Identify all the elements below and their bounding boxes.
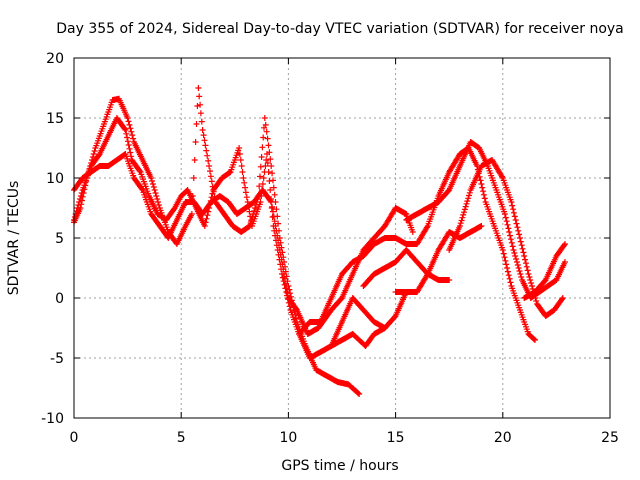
series-markers — [446, 157, 566, 319]
x-tick-label: 10 — [279, 430, 297, 446]
series-track-10 — [328, 289, 420, 349]
y-tick-label: 10 — [46, 171, 64, 187]
x-axis-label: GPS time / hours — [281, 458, 398, 474]
series-track-8 — [392, 223, 485, 295]
y-tick-label: 0 — [55, 291, 64, 307]
y-tick-label: 5 — [55, 231, 64, 247]
x-tick-label: 0 — [70, 430, 79, 446]
y-tick-label: 15 — [46, 111, 64, 127]
y-axis-label: SDTVAR / TECUs — [6, 181, 22, 296]
series-track-4 — [296, 145, 538, 343]
chart-title: Day 355 of 2024, Sidereal Day-to-day VTE… — [56, 21, 624, 37]
y-tick-label: -10 — [41, 411, 64, 427]
x-tick-label: 5 — [177, 430, 186, 446]
series-markers — [521, 241, 568, 301]
axis-ticks: 0 5 10 15 20 25 -10 -5 0 5 10 15 20 — [41, 51, 619, 446]
series-markers — [360, 247, 453, 289]
series-markers — [296, 145, 538, 343]
y-tick-label: -5 — [50, 351, 64, 367]
series-track-7 — [446, 157, 566, 319]
x-tick-label: 25 — [601, 430, 619, 446]
x-tick-label: 20 — [494, 430, 512, 446]
grid — [74, 58, 610, 418]
data-series — [71, 85, 568, 397]
y-tick-label: 20 — [46, 51, 64, 67]
series-markers — [328, 289, 420, 349]
x-tick-label: 15 — [387, 430, 405, 446]
series-markers — [392, 223, 485, 295]
series-track-5 — [360, 247, 453, 289]
series-track-9 — [521, 241, 568, 301]
